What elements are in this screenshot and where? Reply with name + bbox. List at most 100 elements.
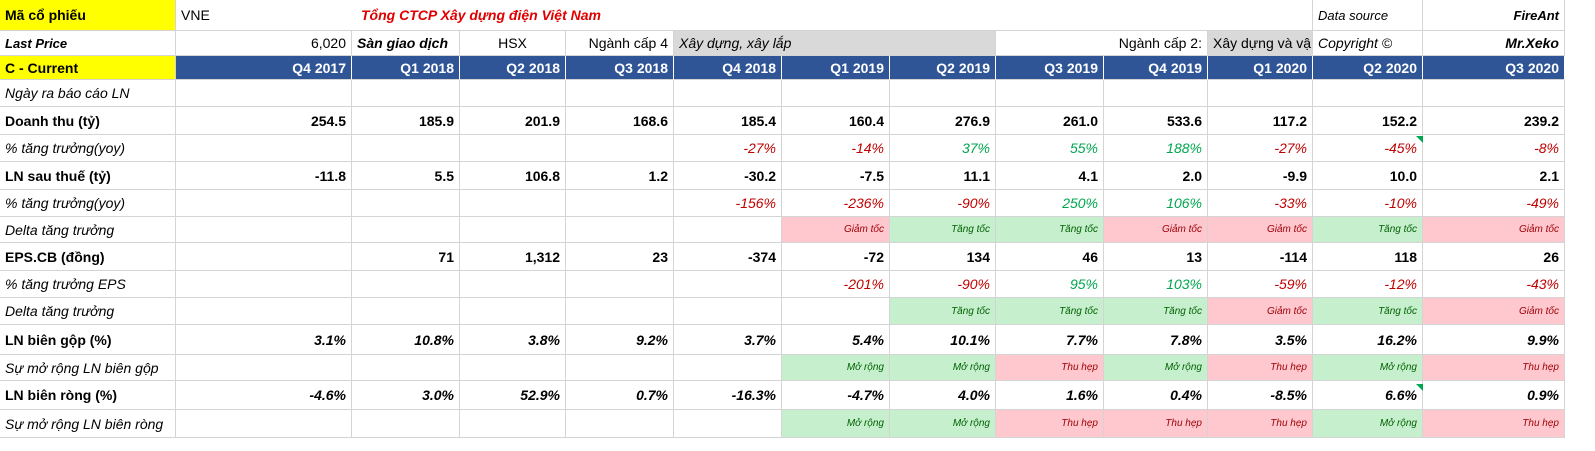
row-label[interactable]: LN biên ròng (%) [0,381,176,410]
row-label[interactable]: LN biên gộp (%) [0,325,176,355]
table-cell[interactable] [674,298,782,325]
current-label[interactable]: C - Current [0,56,176,80]
table-cell[interactable] [890,80,996,107]
data-source-label[interactable]: Data source [1313,0,1423,31]
table-cell[interactable]: 185.9 [352,107,460,135]
table-cell[interactable]: Tăng tốc [996,217,1104,243]
table-cell[interactable]: 533.6 [1104,107,1208,135]
table-cell[interactable]: Thu hẹp [1423,410,1565,438]
table-cell[interactable] [1208,80,1313,107]
table-cell[interactable] [566,298,674,325]
table-cell[interactable]: Thu hẹp [996,355,1104,381]
table-cell[interactable]: 1.2 [566,162,674,190]
ticker-value[interactable]: VNE [176,0,356,31]
exchange-label[interactable]: Sàn giao dịch [352,31,460,56]
table-cell[interactable]: 10.1% [890,325,996,355]
table-cell[interactable]: 11.1 [890,162,996,190]
table-cell[interactable]: 261.0 [996,107,1104,135]
data-source-value[interactable]: FireAnt [1423,0,1565,31]
table-cell[interactable] [996,80,1104,107]
table-cell[interactable]: -27% [1208,135,1313,162]
table-cell[interactable] [176,217,352,243]
table-cell[interactable] [674,355,782,381]
table-cell[interactable]: 9.9% [1423,325,1565,355]
table-cell[interactable] [566,190,674,217]
table-cell[interactable] [674,410,782,438]
table-cell[interactable]: -27% [674,135,782,162]
row-label[interactable]: Sự mở rộng LN biên gộp [0,355,176,381]
table-cell[interactable] [674,217,782,243]
quarter-header[interactable]: Q2 2018 [460,56,566,80]
table-cell[interactable] [352,410,460,438]
table-cell[interactable]: 168.6 [566,107,674,135]
table-cell[interactable] [176,298,352,325]
table-cell[interactable]: Giảm tốc [782,217,890,243]
table-cell[interactable]: 3.8% [460,325,566,355]
table-cell[interactable]: 3.7% [674,325,782,355]
quarter-header[interactable]: Q3 2020 [1423,56,1565,80]
table-cell[interactable]: 55% [996,135,1104,162]
industry4-label[interactable]: Ngành cấp 4 [566,31,674,56]
row-label[interactable]: Ngày ra báo cáo LN [0,80,176,107]
quarter-header[interactable]: Q1 2019 [782,56,890,80]
table-cell[interactable]: -10% [1313,190,1423,217]
table-cell[interactable] [352,217,460,243]
table-cell[interactable]: -90% [890,271,996,298]
table-cell[interactable]: 0.4% [1104,381,1208,410]
table-cell[interactable]: -16.3% [674,381,782,410]
table-cell[interactable]: 117.2 [1208,107,1313,135]
table-cell[interactable]: 10.8% [352,325,460,355]
table-cell[interactable]: 103% [1104,271,1208,298]
table-cell[interactable] [460,355,566,381]
table-cell[interactable]: 201.9 [460,107,566,135]
table-cell[interactable]: 1.6% [996,381,1104,410]
table-cell[interactable]: 7.8% [1104,325,1208,355]
table-cell[interactable]: Mở rộng [1104,355,1208,381]
row-label[interactable]: EPS.CB (đồng) [0,243,176,271]
row-label[interactable]: % tăng trưởng EPS [0,271,176,298]
table-cell[interactable]: -7.5 [782,162,890,190]
table-cell[interactable] [782,298,890,325]
company-name[interactable]: Tổng CTCP Xây dựng điện Việt Nam [356,0,1026,31]
quarter-header[interactable]: Q1 2020 [1208,56,1313,80]
table-cell[interactable]: Thu hẹp [1423,355,1565,381]
row-label[interactable]: Delta tăng trưởng [0,298,176,325]
table-cell[interactable]: 118 [1313,243,1423,271]
table-cell[interactable]: 0.9% [1423,381,1565,410]
table-cell[interactable]: 10.0 [1313,162,1423,190]
quarter-header[interactable]: Q3 2018 [566,56,674,80]
table-cell[interactable]: Thu hẹp [996,410,1104,438]
last-price-value[interactable]: 6,020 [176,31,352,56]
table-cell[interactable] [176,355,352,381]
table-cell[interactable] [566,135,674,162]
industry2-label[interactable]: Ngành cấp 2: [996,31,1208,56]
table-cell[interactable] [566,410,674,438]
row-label[interactable]: % tăng trưởng(yoy) [0,190,176,217]
table-cell[interactable]: Tăng tốc [996,298,1104,325]
table-cell[interactable]: -12% [1313,271,1423,298]
row-label[interactable]: % tăng trưởng(yoy) [0,135,176,162]
table-cell[interactable]: 23 [566,243,674,271]
table-cell[interactable]: Thu hẹp [1104,410,1208,438]
industry2-value[interactable]: Xây dựng và vậ [1208,31,1313,56]
table-cell[interactable] [176,80,352,107]
table-cell[interactable]: -374 [674,243,782,271]
table-cell[interactable] [176,271,352,298]
table-cell[interactable] [176,190,352,217]
last-price-label[interactable]: Last Price [0,31,176,56]
table-cell[interactable]: 5.5 [352,162,460,190]
table-cell[interactable] [460,80,566,107]
table-cell[interactable]: -4.6% [176,381,352,410]
table-cell[interactable]: 71 [352,243,460,271]
table-cell[interactable]: Giảm tốc [1208,298,1313,325]
table-cell[interactable] [352,298,460,325]
table-cell[interactable] [352,80,460,107]
row-label[interactable]: Delta tăng trưởng [0,217,176,243]
table-cell[interactable]: Giảm tốc [1208,217,1313,243]
table-cell[interactable]: -4.7% [782,381,890,410]
table-cell[interactable]: -49% [1423,190,1565,217]
table-cell[interactable] [460,217,566,243]
quarter-header[interactable]: Q1 2018 [352,56,460,80]
table-cell[interactable] [566,355,674,381]
table-cell[interactable]: Giảm tốc [1423,298,1565,325]
